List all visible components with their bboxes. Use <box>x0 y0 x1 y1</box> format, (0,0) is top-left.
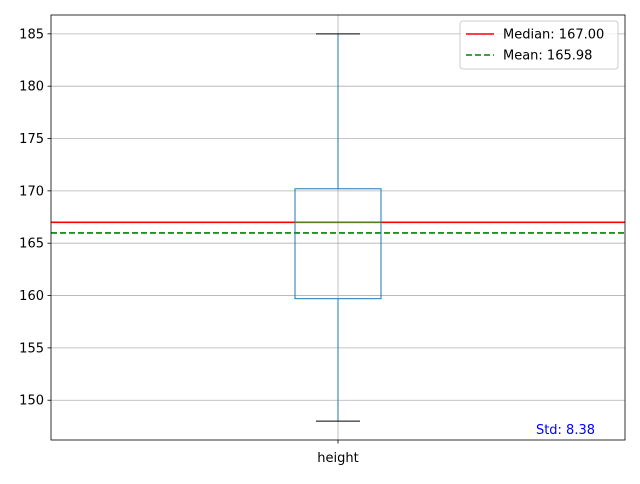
y-tick-label: 160 <box>19 289 44 304</box>
std-annotation: Std: 8.38 <box>536 423 595 438</box>
legend: Median: 167.00 Mean: 165.98 <box>459 20 619 70</box>
legend-entry: Median: 167.00 <box>503 28 604 43</box>
y-tick-label: 170 <box>19 184 44 199</box>
y-tick-label: 150 <box>19 394 44 409</box>
y-tick-label: 185 <box>19 27 44 42</box>
y-tick-label: 175 <box>19 132 44 147</box>
y-tick-label: 165 <box>19 237 44 252</box>
iqr-box <box>294 188 382 300</box>
box-layer <box>294 33 382 422</box>
y-tick-label: 180 <box>19 80 44 95</box>
axis-layer: 150 155 160 165 170 175 180 185 height <box>19 14 626 466</box>
legend-box <box>459 20 619 70</box>
y-tick-label: 155 <box>19 341 44 356</box>
x-tick-label: height <box>317 451 358 466</box>
annotation-layer: Std: 8.38 <box>536 423 595 438</box>
legend-entry: Mean: 165.98 <box>503 49 592 64</box>
